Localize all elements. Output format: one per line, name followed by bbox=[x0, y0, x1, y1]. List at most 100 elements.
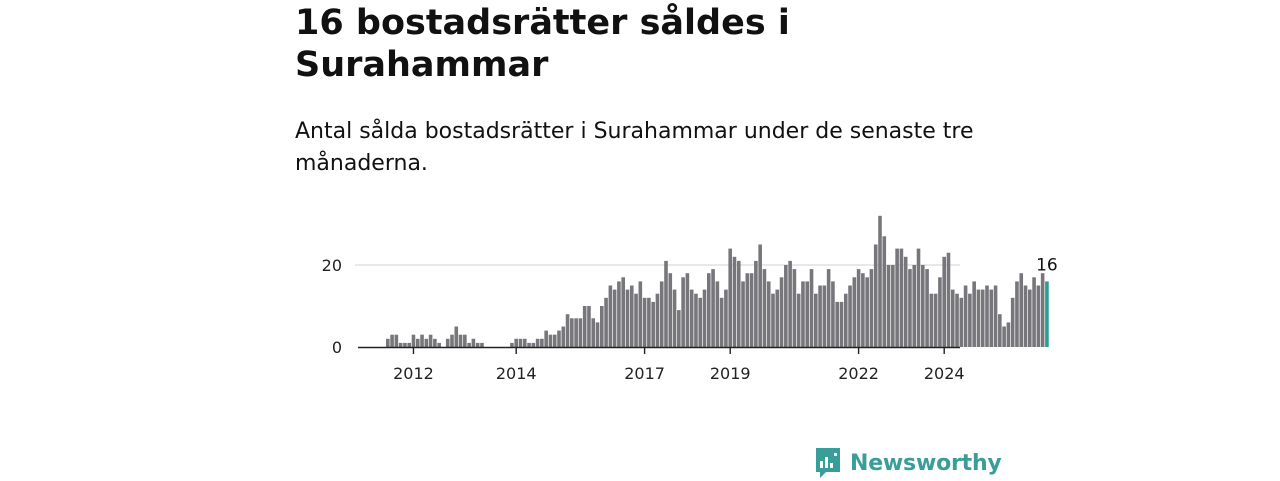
x-tick-label: 2022 bbox=[838, 364, 879, 383]
bar bbox=[557, 330, 561, 347]
bar bbox=[728, 248, 732, 347]
bar bbox=[891, 265, 895, 347]
bar bbox=[959, 297, 964, 347]
bar bbox=[732, 256, 737, 347]
bar bbox=[420, 334, 424, 347]
bar bbox=[1006, 322, 1011, 347]
bar bbox=[608, 285, 613, 347]
bar bbox=[916, 248, 921, 347]
bar-highlight bbox=[1045, 281, 1049, 347]
bar bbox=[677, 310, 681, 347]
bar bbox=[822, 285, 827, 347]
bar bbox=[638, 281, 643, 347]
bar bbox=[702, 289, 707, 347]
bar bbox=[647, 297, 651, 347]
bar bbox=[869, 269, 874, 347]
bar bbox=[510, 342, 514, 347]
bar bbox=[715, 281, 720, 347]
bar bbox=[685, 273, 690, 347]
bar bbox=[848, 285, 852, 347]
bar bbox=[724, 289, 728, 347]
bar bbox=[694, 293, 698, 347]
bar bbox=[561, 326, 566, 347]
bar bbox=[450, 334, 454, 347]
bar bbox=[535, 338, 540, 347]
bar bbox=[1023, 285, 1028, 347]
x-tick-label: 2017 bbox=[624, 364, 665, 383]
bar bbox=[552, 334, 557, 347]
bar bbox=[651, 301, 655, 347]
bar bbox=[775, 289, 780, 347]
bar bbox=[1032, 277, 1036, 347]
bar bbox=[711, 269, 715, 347]
bar bbox=[779, 277, 784, 347]
bar bbox=[878, 215, 882, 347]
bar bbox=[394, 334, 399, 347]
bar bbox=[518, 338, 523, 347]
bar bbox=[938, 277, 942, 347]
bar bbox=[707, 273, 711, 347]
x-tick-label: 2019 bbox=[710, 364, 751, 383]
bar bbox=[403, 342, 407, 347]
brand-name: Newsworthy bbox=[850, 450, 1002, 476]
bar bbox=[976, 289, 981, 347]
bar bbox=[835, 301, 839, 347]
bar bbox=[659, 281, 664, 347]
bar bbox=[531, 342, 536, 347]
bar bbox=[826, 269, 831, 347]
bar bbox=[741, 281, 745, 347]
bar bbox=[689, 289, 694, 347]
bar bbox=[522, 338, 527, 347]
bar bbox=[672, 289, 677, 347]
bar bbox=[565, 314, 570, 347]
bar bbox=[625, 289, 630, 347]
bar-chart: 0 20 16 2012 2014 2017 2019 2022 2024 bbox=[322, 215, 1058, 383]
bar bbox=[445, 338, 450, 347]
bar bbox=[758, 244, 762, 347]
bar bbox=[437, 342, 441, 347]
bar bbox=[1010, 297, 1015, 347]
bar bbox=[719, 297, 724, 347]
bar bbox=[903, 256, 908, 347]
x-tick-label: 2014 bbox=[496, 364, 537, 383]
bar bbox=[950, 289, 955, 347]
bar bbox=[467, 342, 471, 347]
bar bbox=[809, 269, 814, 347]
bar bbox=[574, 318, 578, 347]
bar bbox=[998, 314, 1002, 347]
bar bbox=[814, 293, 818, 347]
bar bbox=[1028, 289, 1032, 347]
bar bbox=[578, 318, 583, 347]
bar bbox=[471, 338, 476, 347]
bar bbox=[886, 265, 891, 347]
bar bbox=[895, 248, 899, 347]
subtitle: Antal sålda bostadsrätter i Surahammar u… bbox=[295, 119, 974, 176]
bar bbox=[621, 277, 625, 347]
bar bbox=[480, 342, 484, 347]
bar bbox=[415, 338, 420, 347]
bar bbox=[908, 269, 912, 347]
bar bbox=[433, 338, 437, 347]
highlight-value-label: 16 bbox=[1036, 255, 1058, 275]
bar bbox=[664, 260, 668, 347]
bar bbox=[681, 277, 685, 347]
bar bbox=[784, 265, 788, 347]
bar bbox=[921, 265, 925, 347]
bar bbox=[989, 289, 994, 347]
bar bbox=[617, 281, 621, 347]
bar bbox=[912, 265, 917, 347]
bar bbox=[792, 269, 797, 347]
bar bbox=[407, 342, 411, 347]
brand-logo[interactable]: Newsworthy bbox=[814, 445, 1002, 481]
bar bbox=[634, 293, 638, 347]
x-tick-label: 2012 bbox=[393, 364, 434, 383]
x-tick-label: 2024 bbox=[924, 364, 965, 383]
bar bbox=[591, 318, 596, 347]
bar bbox=[1002, 326, 1006, 347]
bar bbox=[873, 244, 878, 347]
bar bbox=[398, 342, 403, 347]
bar bbox=[548, 334, 553, 347]
bar bbox=[1040, 273, 1045, 347]
bar bbox=[655, 293, 660, 347]
bar bbox=[600, 306, 604, 347]
